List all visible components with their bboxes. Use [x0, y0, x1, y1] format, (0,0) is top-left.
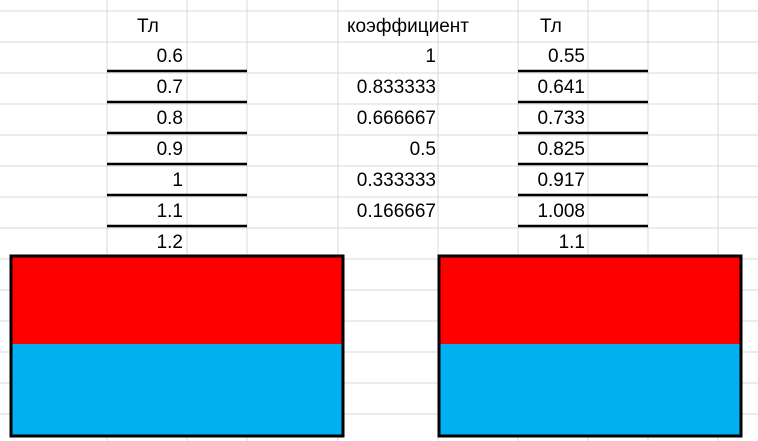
cell-value: 0.7 [157, 77, 183, 98]
cell-value: 1 [172, 170, 183, 191]
cell-value: 0.333333 [357, 170, 436, 191]
right-shape [437, 254, 743, 438]
block-border [9, 254, 345, 438]
cell-value: 0.5 [410, 139, 436, 160]
column-header: коэффициент [347, 16, 469, 37]
blue-block [439, 344, 741, 436]
cell-value: 0.641 [537, 77, 585, 98]
blue-block [11, 344, 343, 436]
cell-value: 0.666667 [357, 108, 436, 129]
cell-value: 1 [425, 46, 436, 67]
cell-value: 0.825 [537, 139, 585, 160]
cell-value: 0.166667 [357, 201, 436, 222]
red-block [439, 256, 741, 344]
cell-value: 0.833333 [357, 77, 436, 98]
column-header: Тл [540, 16, 562, 37]
cell-value: 0.9 [157, 139, 183, 160]
cells: Тл 0.6 0.7 0.8 0.9 1 1.1 1.2 коэффициент 1 0.83333… [107, 16, 648, 253]
cell-value: 1.1 [559, 232, 585, 253]
cell-value: 1.008 [537, 201, 585, 222]
block-border [437, 254, 743, 438]
column-header: Тл [137, 16, 159, 37]
cell-value: 0.55 [548, 46, 585, 67]
cell-value: 0.8 [157, 108, 183, 129]
cell-value: 1.2 [157, 232, 183, 253]
red-block [11, 256, 343, 344]
cell-value: 0.6 [157, 46, 183, 67]
cell-value: 0.733 [537, 108, 585, 129]
cell-value: 1.1 [157, 201, 183, 222]
cell-value: 0.917 [537, 170, 585, 191]
left-shape [9, 254, 345, 438]
